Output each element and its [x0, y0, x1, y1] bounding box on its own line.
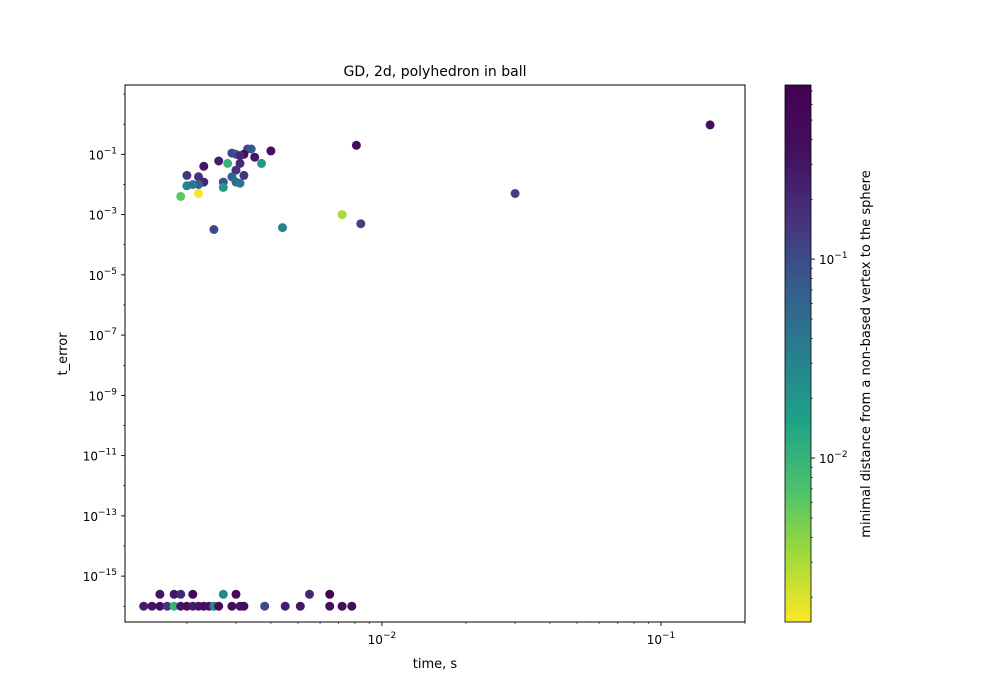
data-point [214, 601, 224, 611]
data-point [188, 589, 198, 599]
data-point [139, 601, 149, 611]
data-point [278, 223, 287, 233]
data-point [266, 146, 276, 156]
data-point [250, 152, 260, 162]
data-point [356, 219, 366, 229]
data-point [188, 180, 198, 189]
data-point [147, 601, 157, 611]
data-point [260, 601, 270, 611]
data-point [239, 601, 249, 611]
data-point [337, 210, 347, 220]
data-point [199, 161, 209, 171]
data-point [231, 165, 241, 175]
colorbar-tick-label: 10−2 [819, 450, 848, 466]
y-tick-label: 10−7 [88, 327, 117, 343]
colorbar [784, 84, 812, 623]
data-point [209, 225, 219, 234]
data-point [155, 589, 165, 599]
chart-title: GD, 2d, polyhedron in ball [343, 64, 526, 80]
plot-frame [124, 84, 746, 623]
colorbar-ticks: 10−2 10−1 [811, 90, 848, 598]
data-point [235, 151, 245, 161]
data-point [223, 158, 233, 168]
x-tick-label: 10−2 [368, 631, 397, 647]
y-tick-label: 10−9 [88, 387, 117, 403]
colorbar-label: minimal distance from a non-based vertex… [859, 170, 874, 537]
data-point [169, 601, 179, 611]
colorbar-tick-label: 10−1 [819, 251, 848, 267]
data-point [218, 182, 228, 192]
data-point [347, 601, 357, 611]
data-point [325, 589, 335, 599]
data-point [295, 601, 305, 611]
data-point [337, 601, 347, 611]
data-point [235, 158, 245, 168]
data-point [325, 601, 335, 611]
y-tick-label: 10−13 [83, 508, 117, 524]
y-tick-label: 10−11 [83, 448, 117, 464]
data-point [214, 156, 224, 166]
y-axis-label: t_error [56, 332, 71, 376]
data-point [239, 170, 249, 180]
y-tick-label: 10−1 [88, 146, 117, 162]
data-point [169, 589, 179, 599]
x-axis-label: time, s [413, 657, 458, 672]
data-point [351, 140, 361, 150]
data-point [705, 120, 715, 130]
data-point [231, 589, 241, 599]
data-point [218, 589, 228, 599]
y-tick-label: 10−3 [88, 207, 117, 223]
data-point [194, 189, 203, 198]
data-point [227, 148, 237, 158]
data-point [305, 589, 314, 599]
data-point [155, 601, 165, 611]
points-layer [139, 120, 715, 611]
data-point [176, 601, 186, 611]
data-point [510, 189, 520, 198]
data-point [246, 144, 256, 154]
y-axis-ticks: 10−15 10−13 10−11 10−9 10−7 10−5 10−3 10−1 [83, 93, 125, 607]
data-point [176, 191, 186, 201]
y-tick-label: 10−5 [88, 267, 117, 283]
data-point [257, 158, 266, 168]
data-point [162, 601, 172, 611]
data-point [280, 601, 290, 611]
y-tick-label: 10−15 [83, 568, 117, 584]
data-point [227, 601, 237, 611]
data-point [182, 170, 192, 180]
data-point [176, 589, 186, 599]
x-tick-label: 10−1 [647, 631, 676, 647]
x-axis-ticks: 10−2 10−1 [186, 622, 746, 647]
data-point [235, 178, 245, 188]
